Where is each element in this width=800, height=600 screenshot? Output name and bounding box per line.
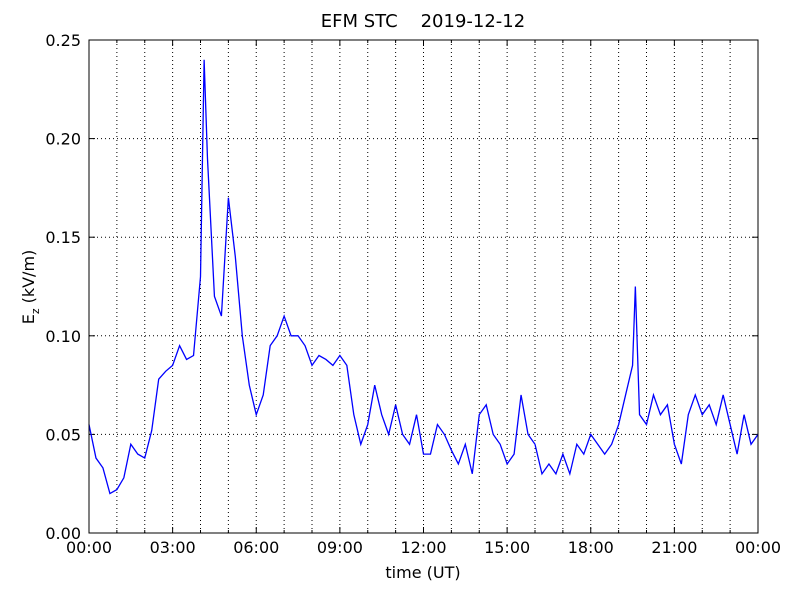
x-tick-label: 18:00: [568, 538, 614, 557]
y-tick-label: 0.00: [45, 524, 81, 543]
x-tick-label: 12:00: [400, 538, 446, 557]
data-line: [88, 59, 759, 495]
x-tick-label: 03:00: [150, 538, 196, 557]
x-tick-label: 06:00: [233, 538, 279, 557]
x-tick-label: 09:00: [317, 538, 363, 557]
y-tick-label: 0.05: [45, 425, 81, 444]
x-tick-label: 00:00: [66, 538, 112, 557]
y-label-main: E: [19, 314, 38, 324]
plot-frame: [88, 39, 759, 534]
x-tick-label: 15:00: [484, 538, 530, 557]
x-axis-label: time (UT): [385, 563, 460, 582]
y-tick-label: 0.20: [45, 130, 81, 149]
chart-title: EFM STC 2019-12-12: [321, 11, 525, 32]
y-label-unit: (kV/m): [19, 250, 38, 304]
x-tick-label: 00:00: [735, 538, 781, 557]
y-axis-label: Ez (kV/m): [19, 250, 42, 325]
y-label-sub: z: [29, 308, 42, 314]
x-tick-label: 21:00: [651, 538, 697, 557]
y-tick-label: 0.25: [45, 31, 81, 50]
y-tick-label: 0.15: [45, 228, 81, 247]
y-tick-label: 0.10: [45, 327, 81, 346]
